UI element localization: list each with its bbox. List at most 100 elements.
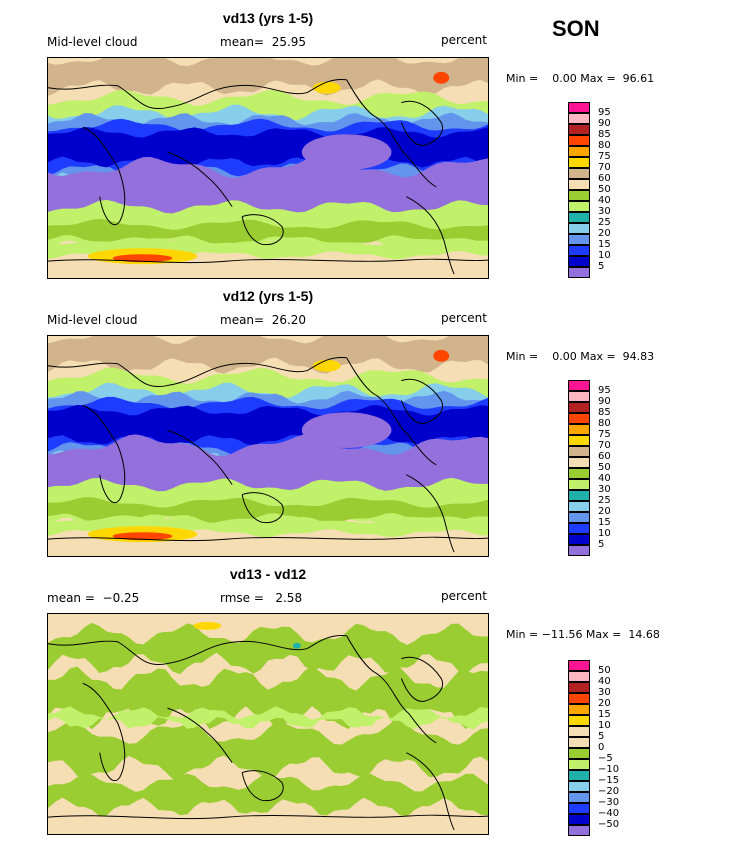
panel-1-field-label: Mid-level cloud [47, 35, 138, 49]
colorbar-tick-label: −5 [598, 753, 613, 764]
colorbar-swatch [568, 168, 590, 179]
colorbar-swatch [568, 814, 590, 825]
colorbar-swatch [568, 135, 590, 146]
colorbar-tick-label: 85 [598, 407, 611, 418]
coastline [48, 536, 488, 542]
colorbar-swatch [568, 825, 590, 836]
colorbar-tick-label: 40 [598, 195, 611, 206]
contour-band [48, 772, 488, 817]
colorbar-swatch [568, 737, 590, 748]
colorbar-tick-label: 30 [598, 687, 611, 698]
panel-2-mean: mean= 26.20 [220, 313, 307, 327]
colorbar-swatch [568, 256, 590, 267]
colorbar-tick-label: 75 [598, 429, 611, 440]
colorbar-swatch [568, 157, 590, 168]
coastline [346, 79, 437, 188]
coastline [406, 752, 455, 831]
colorbar-tick-label: 15 [598, 517, 611, 528]
panel-2-field-label: Mid-level cloud [47, 313, 138, 327]
panel-1-units: percent [441, 33, 487, 47]
colorbar-tick-label: 10 [598, 528, 611, 539]
colorbar-swatch [568, 534, 590, 545]
colorbar-tick-label: 5 [598, 539, 605, 550]
coastline [167, 429, 233, 485]
colorbar-tick-label: 40 [598, 473, 611, 484]
coastline [82, 404, 126, 504]
contour-band [48, 58, 488, 96]
high-value-patch [433, 349, 450, 362]
high-value-patch [112, 532, 173, 541]
colorbar-swatch [568, 523, 590, 534]
panel-3-title: vd13 - vd12 [229, 566, 307, 582]
contour-map [48, 614, 488, 834]
colorbar-tick-label: 40 [598, 676, 611, 687]
high-value-patch [112, 254, 173, 263]
contour-band [48, 434, 488, 506]
contour-band [48, 720, 488, 780]
coastline [48, 357, 347, 387]
coastline [82, 126, 126, 226]
colorbar-tick-label: 95 [598, 107, 611, 118]
colorbar-swatch [568, 803, 590, 814]
coastline [48, 635, 347, 665]
coastline [48, 79, 347, 109]
colorbar-tick-label: 30 [598, 206, 611, 217]
panel-1-title: vd13 (yrs 1-5) [222, 10, 314, 26]
contour-band [48, 477, 488, 531]
colorbar-tick-label: 25 [598, 495, 611, 506]
colorbar-tick-label: 30 [598, 484, 611, 495]
colorbar-tick-label: 50 [598, 462, 611, 473]
colorbar-tick-label: 60 [598, 451, 611, 462]
contour-band [48, 666, 488, 730]
high-value-patch [312, 81, 341, 94]
colorbar-swatch [568, 245, 590, 256]
colorbar-swatch [568, 413, 590, 424]
panel-3-rmse: rmse = 2.58 [220, 591, 303, 605]
panel-3-units: percent [441, 589, 487, 603]
colorbar-swatch [568, 223, 590, 234]
contour-map [48, 336, 488, 556]
colorbar-swatch [568, 704, 590, 715]
colorbar-tick-label: −30 [598, 797, 620, 808]
colorbar-tick-label: −10 [598, 764, 620, 775]
colorbar-swatch [568, 380, 590, 391]
contour-patch [301, 134, 392, 170]
coastline [406, 196, 455, 275]
colorbar-tick-label: 50 [598, 665, 611, 676]
colorbar-tick-label: −40 [598, 808, 620, 819]
colorbar-tick-label: 5 [598, 261, 605, 272]
colorbar-tick-label: 15 [598, 239, 611, 250]
high-value-patch [193, 621, 222, 630]
colorbar-swatch [568, 391, 590, 402]
colorbar-swatch [568, 402, 590, 413]
colorbar-tick-label: 70 [598, 162, 611, 173]
colorbar-swatch [568, 490, 590, 501]
panel-2-units: percent [441, 311, 487, 325]
contour-band [48, 404, 488, 446]
coastline [167, 151, 233, 207]
colorbar-swatch [568, 212, 590, 223]
colorbar-swatch [568, 770, 590, 781]
colorbar-tick-label: 90 [598, 118, 611, 129]
colorbar-tick-label: 20 [598, 228, 611, 239]
colorbar-swatch [568, 113, 590, 124]
coastline [82, 682, 126, 782]
colorbar-swatch [568, 748, 590, 759]
high-value-patch [312, 359, 341, 372]
coastline [241, 492, 284, 524]
colorbar-swatch [568, 792, 590, 803]
colorbar-swatch [568, 234, 590, 245]
panel-2-minmax: Min = 0.00 Max = 94.83 [506, 350, 655, 363]
contour-band [48, 218, 488, 246]
coastline [406, 474, 455, 553]
colorbar-tick-label: 85 [598, 129, 611, 140]
colorbar-tick-label: 10 [598, 250, 611, 261]
colorbar-swatch [568, 501, 590, 512]
colorbar-swatch [568, 512, 590, 523]
coastline [400, 378, 443, 424]
high-value-patch [433, 71, 450, 84]
colorbar-swatch [568, 781, 590, 792]
panel-3-minmax: Min = −11.56 Max = 14.68 [506, 628, 660, 641]
colorbar-swatch [568, 267, 590, 278]
colorbar-swatch [568, 446, 590, 457]
